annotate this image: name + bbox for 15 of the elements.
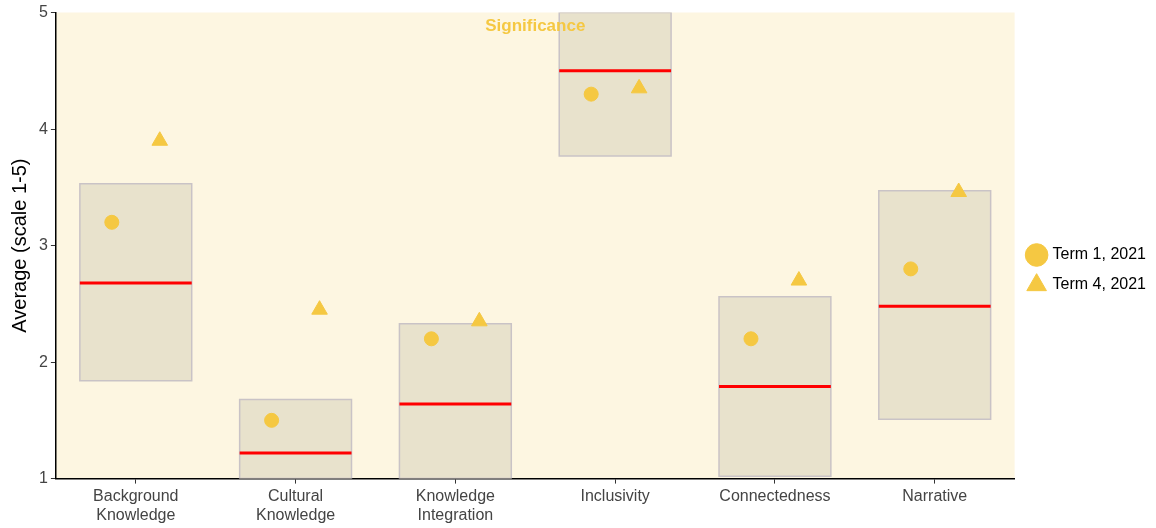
- y-axis-title: Average (scale 1-5): [7, 158, 30, 333]
- x-tick-label: Narrative: [902, 486, 968, 504]
- x-tick-label: Cultural Knowledge: [255, 486, 336, 523]
- y-tick-label: 3: [38, 236, 48, 254]
- y-tick-label: 2: [38, 352, 48, 370]
- legend-label: Term 4, 2021: [1052, 275, 1147, 293]
- y-tick-label: 5: [38, 3, 48, 21]
- y-tick-label: 4: [38, 119, 48, 137]
- legend-label: Term 1, 2021: [1052, 245, 1147, 263]
- x-tick-label: Inclusivity: [580, 486, 650, 504]
- y-tick-label: 1: [38, 469, 48, 487]
- chart-title: Significance: [485, 16, 586, 36]
- x-tick-label: Knowledge Integration: [415, 486, 496, 523]
- x-tick-label: Connectedness: [719, 486, 831, 504]
- x-tick-label: Background Knowledge: [93, 486, 179, 523]
